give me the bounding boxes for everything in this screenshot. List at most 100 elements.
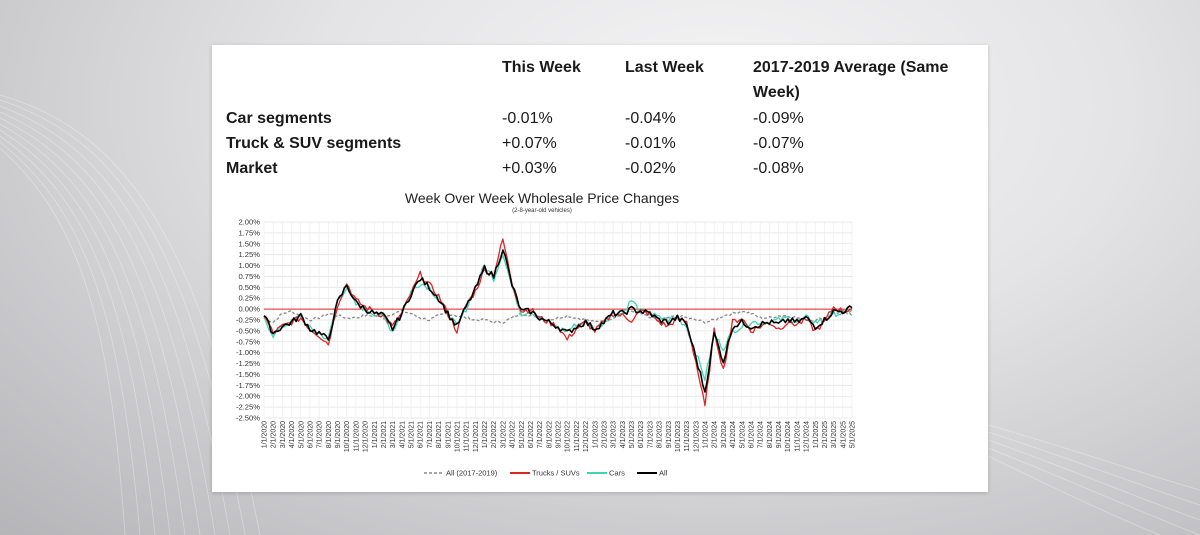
- car-average: -0.09%: [753, 110, 804, 127]
- car-this-week: -0.01%: [502, 110, 553, 127]
- x-tick-label: 4/1/2022: [510, 421, 517, 448]
- x-tick-label: 5/1/2021: [409, 421, 416, 448]
- x-tick-label: 9/1/2021: [445, 421, 452, 448]
- x-tick-label: 2/1/2022: [491, 421, 498, 448]
- x-tick-label: 1/1/2025: [813, 421, 820, 448]
- row-label-truck-suv: Truck & SUV segments: [226, 135, 402, 152]
- y-tick-label: 2.00%: [238, 218, 260, 227]
- x-tick-label: 8/1/2022: [546, 421, 553, 448]
- row-label-car: Car segments: [226, 110, 332, 127]
- x-tick-label: 2/1/2020: [271, 421, 278, 448]
- x-tick-label: 10/1/2023: [675, 421, 682, 452]
- x-tick-label: 6/1/2022: [528, 421, 535, 448]
- y-tick-label: -0.75%: [236, 337, 260, 346]
- series-line-all-2017-2019: [263, 309, 853, 325]
- x-tick-label: 2/1/2023: [601, 421, 608, 448]
- x-tick-label: 8/1/2020: [326, 421, 333, 448]
- x-tick-label: 11/1/2024: [794, 421, 801, 452]
- x-tick-label: 5/1/2024: [739, 421, 746, 448]
- x-tick-label: 8/1/2023: [657, 421, 664, 448]
- truck-this-week: +0.07%: [502, 135, 557, 152]
- y-tick-label: -2.00%: [236, 392, 260, 401]
- truck-last-week: -0.01%: [625, 135, 676, 152]
- y-tick-label: 1.25%: [238, 250, 260, 259]
- x-tick-label: 7/1/2021: [427, 421, 434, 448]
- header-this-week: This Week: [502, 59, 581, 76]
- x-tick-label: 11/1/2021: [464, 421, 471, 452]
- x-tick-label: 8/1/2021: [436, 421, 443, 448]
- x-tick-label: 2/1/2024: [712, 421, 719, 448]
- x-tick-label: 7/1/2020: [317, 421, 324, 448]
- x-tick-label: 6/1/2020: [307, 421, 314, 448]
- header-last-week: Last Week: [625, 59, 704, 76]
- x-tick-label: 4/1/2023: [620, 421, 627, 448]
- x-tick-label: 11/1/2020: [353, 421, 360, 452]
- x-tick-label: 6/1/2023: [638, 421, 645, 448]
- x-tick-label: 3/1/2025: [831, 421, 838, 448]
- x-tick-label: 8/1/2024: [767, 421, 774, 448]
- x-tick-label: 12/1/2020: [363, 421, 370, 452]
- x-tick-label: 12/1/2022: [583, 421, 590, 452]
- market-this-week: +0.03%: [502, 160, 557, 177]
- x-tick-label: 1/1/2020: [262, 421, 269, 448]
- report-card: This Week Last Week 2017-2019 Average (S…: [212, 45, 988, 492]
- chart-grid: [263, 221, 853, 419]
- x-tick-label: 9/1/2022: [556, 421, 563, 448]
- y-tick-label: -1.00%: [236, 348, 260, 357]
- y-tick-label: -1.25%: [236, 359, 260, 368]
- x-tick-label: 9/1/2020: [335, 421, 342, 448]
- x-tick-label: 3/1/2021: [390, 421, 397, 448]
- x-axis-ticks: 1/1/2020 2/1/2020 3/1/2020 4/1/2020 5/1/2020…: [262, 421, 857, 452]
- y-tick-label: 0.50%: [238, 283, 260, 292]
- y-tick-label: -1.50%: [236, 370, 260, 379]
- x-tick-label: 3/1/2024: [721, 421, 728, 448]
- x-tick-label: 5/1/2025: [850, 421, 857, 448]
- market-last-week: -0.02%: [625, 160, 676, 177]
- wholesale-price-chart: Week Over Week Wholesale Price Changes (…: [236, 190, 857, 478]
- x-tick-label: 2/1/2025: [822, 421, 829, 448]
- x-tick-label: 3/1/2023: [611, 421, 618, 448]
- legend-label: All (2017-2019): [446, 469, 498, 478]
- truck-average: -0.07%: [753, 135, 804, 152]
- x-tick-label: 7/1/2022: [537, 421, 544, 448]
- x-tick-label: 10/1/2022: [565, 421, 572, 452]
- header-average-line2: Week): [753, 84, 800, 101]
- x-tick-label: 4/1/2021: [399, 421, 406, 448]
- x-tick-label: 7/1/2024: [758, 421, 765, 448]
- y-tick-label: 1.00%: [238, 261, 260, 270]
- x-tick-label: 4/1/2024: [730, 421, 737, 448]
- x-tick-label: 12/1/2023: [693, 421, 700, 452]
- x-tick-label: 5/1/2020: [298, 421, 305, 448]
- header-average-line1: 2017-2019 Average (Same: [753, 59, 949, 76]
- x-tick-label: 7/1/2023: [647, 421, 654, 448]
- y-tick-label: 1.50%: [238, 239, 260, 248]
- chart-legend: All (2017-2019) Trucks / SUVs Cars All: [424, 469, 668, 478]
- x-tick-label: 11/1/2023: [684, 421, 691, 452]
- y-tick-label: -1.75%: [236, 381, 260, 390]
- x-tick-label: 6/1/2024: [748, 421, 755, 448]
- x-tick-label: 4/1/2020: [289, 421, 296, 448]
- x-tick-label: 10/1/2021: [454, 421, 461, 452]
- y-axis-ticks: 2.00%1.75% 1.50% 1.25% 1.00% 0.75% 0.50% 0.25%…: [236, 218, 260, 423]
- x-tick-label: 1/1/2023: [592, 421, 599, 448]
- x-tick-label: 10/1/2024: [785, 421, 792, 452]
- legend-label: Cars: [609, 469, 625, 478]
- x-tick-label: 4/1/2025: [840, 421, 847, 448]
- x-tick-label: 3/1/2022: [500, 421, 507, 448]
- x-tick-label: 9/1/2024: [776, 421, 783, 448]
- chart-subtitle: (2-8-year-old vehicles): [512, 208, 572, 214]
- chart-title: Week Over Week Wholesale Price Changes: [405, 190, 679, 206]
- price-change-table: This Week Last Week 2017-2019 Average (S…: [212, 45, 988, 185]
- x-tick-label: 1/1/2022: [482, 421, 489, 448]
- y-tick-label: -2.50%: [236, 414, 260, 423]
- legend-label: All: [659, 469, 668, 478]
- x-tick-label: 1/1/2021: [372, 421, 379, 448]
- car-last-week: -0.04%: [625, 110, 676, 127]
- row-label-market: Market: [226, 160, 278, 177]
- y-tick-label: -0.25%: [236, 316, 260, 325]
- y-tick-label: 0.75%: [238, 272, 260, 281]
- x-tick-label: 11/1/2022: [574, 421, 581, 452]
- market-average: -0.08%: [753, 160, 804, 177]
- x-tick-label: 12/1/2024: [804, 421, 811, 452]
